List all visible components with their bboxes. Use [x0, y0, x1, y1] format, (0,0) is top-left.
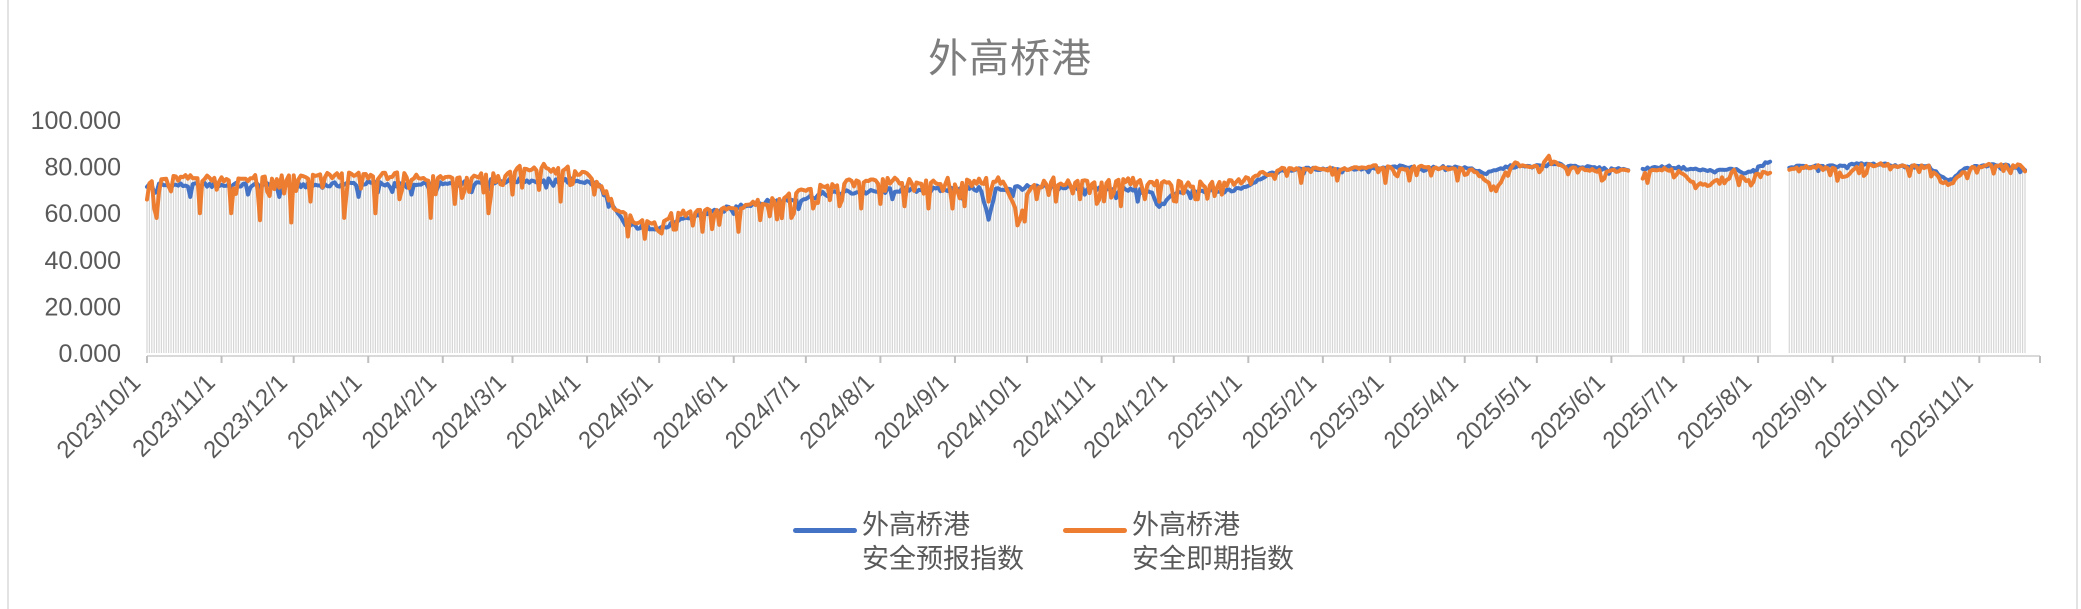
y-tick-label: 80.000 [45, 154, 121, 182]
legend-swatch-forecast-line [793, 528, 857, 533]
x-tick-label: 2025/5/1 [1451, 369, 1536, 454]
legend-forecast-line1: 外高桥港 [862, 510, 970, 540]
legend-swatch-spot-line [1063, 528, 1127, 533]
right-border [2076, 0, 2078, 609]
y-tick-label: 20.000 [45, 293, 121, 321]
x-tick-label: 2024/4/1 [501, 369, 586, 454]
x-tick-label: 2024/2/1 [357, 369, 442, 454]
x-tick-label: 2023/10/1 [52, 369, 147, 464]
y-tick-label: 40.000 [45, 247, 121, 275]
x-tick-label: 2024/1/1 [282, 369, 367, 454]
x-tick-label: 2025/6/1 [1525, 369, 1610, 454]
x-axis [146, 355, 2041, 363]
x-tick-label: 2024/5/1 [573, 369, 658, 454]
legend-spot-line2: 安全即期指数 [1132, 544, 1294, 574]
x-tick-label: 2025/11/1 [1885, 369, 1978, 462]
y-axis-labels: 0.000 20.000 40.000 60.000 80.000 100.000 [31, 107, 121, 368]
legend-label-forecast: 外高桥港 安全预报指数 [862, 508, 1024, 576]
legend-spot-line1: 外高桥港 [1132, 510, 1240, 540]
droplines [146, 155, 2026, 353]
y-tick-label: 0.000 [58, 340, 121, 368]
legend-item-spot[interactable]: 外高桥港 安全即期指数 [1063, 508, 1294, 576]
x-tick-label: 2025/1/1 [1162, 369, 1247, 454]
legend-label-spot: 外高桥港 安全即期指数 [1132, 508, 1294, 576]
x-tick-label: 2024/8/1 [794, 369, 879, 454]
chart-title: 外高桥港 [928, 37, 1092, 81]
legend-item-forecast[interactable]: 外高桥港 安全预报指数 [793, 508, 1024, 576]
legend-forecast-line2: 安全预报指数 [862, 544, 1024, 574]
y-tick-label: 60.000 [45, 200, 121, 228]
x-axis-labels: 2023/10/12023/11/12023/12/12024/1/12024/… [52, 369, 1979, 464]
x-tick-label: 2025/8/1 [1672, 369, 1757, 454]
series-line-spot [145, 153, 2027, 241]
x-tick-label: 2025/4/1 [1379, 369, 1464, 454]
y-tick-label: 100.000 [31, 107, 121, 135]
x-tick-label: 2024/3/1 [427, 369, 512, 454]
x-tick-label: 2025/3/1 [1304, 369, 1389, 454]
left-border [7, 0, 9, 609]
x-tick-label: 2025/7/1 [1598, 369, 1683, 454]
x-tick-label: 2024/6/1 [648, 369, 733, 454]
x-tick-label: 2024/7/1 [720, 369, 805, 454]
